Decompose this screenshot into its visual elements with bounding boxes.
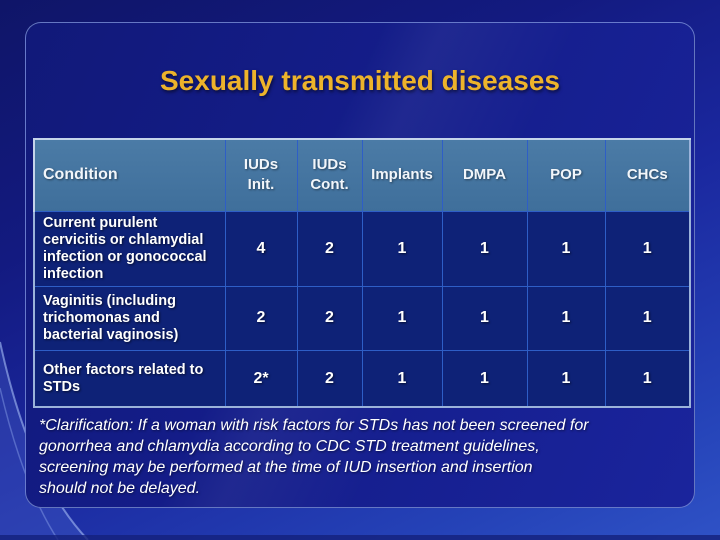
value-cell: 1 bbox=[526, 285, 606, 351]
column-header: IUDs Cont. bbox=[296, 138, 363, 212]
slide-panel: Sexually transmitted diseases Condition I… bbox=[25, 22, 695, 508]
condition-cell: Current purulent cervicitis or chlamydia… bbox=[33, 210, 226, 287]
value-cell: 1 bbox=[441, 210, 528, 287]
note-line: should not be delayed. bbox=[39, 480, 201, 497]
value-cell: 1 bbox=[604, 210, 691, 287]
value-cell: 1 bbox=[361, 349, 443, 408]
value-cell: 2 bbox=[296, 210, 363, 287]
column-header-condition: Condition bbox=[33, 138, 226, 212]
table-row: Current purulent cervicitis or chlamydia… bbox=[33, 210, 691, 287]
table-row: Other factors related to STDs 2* 2 1 1 1 1 bbox=[33, 349, 691, 408]
value-cell: 1 bbox=[604, 349, 691, 408]
condition-cell: Vaginitis (including trichomonas and bac… bbox=[33, 285, 226, 351]
note-line: *Clarification: If a woman with risk fac… bbox=[39, 417, 589, 434]
column-header: POP bbox=[526, 138, 606, 212]
value-cell: 1 bbox=[441, 349, 528, 408]
value-cell: 1 bbox=[361, 285, 443, 351]
column-header: Implants bbox=[361, 138, 443, 212]
column-header: CHCs bbox=[604, 138, 691, 212]
column-header: IUDs Init. bbox=[224, 138, 298, 212]
value-cell: 1 bbox=[604, 285, 691, 351]
clarification-note: *Clarification: If a woman with risk fac… bbox=[39, 415, 684, 499]
slide-title: Sexually transmitted diseases bbox=[160, 65, 560, 96]
value-cell: 1 bbox=[526, 349, 606, 408]
table-header-row: Condition IUDs Init. IUDs Cont. Implants DMP… bbox=[33, 138, 691, 212]
column-header: DMPA bbox=[441, 138, 528, 212]
condition-cell: Other factors related to STDs bbox=[33, 349, 226, 408]
value-cell: 1 bbox=[526, 210, 606, 287]
note-line: gonorrhea and chlamydia according to CDC… bbox=[39, 438, 540, 455]
value-cell: 4 bbox=[224, 210, 298, 287]
value-cell: 1 bbox=[361, 210, 443, 287]
value-cell: 1 bbox=[441, 285, 528, 351]
value-cell: 2 bbox=[296, 349, 363, 408]
table-row: Vaginitis (including trichomonas and bac… bbox=[33, 285, 691, 351]
note-line: screening may be performed at the time o… bbox=[39, 459, 533, 476]
std-eligibility-table: Condition IUDs Init. IUDs Cont. Implants DMP… bbox=[33, 138, 691, 409]
value-cell: 2 bbox=[296, 285, 363, 351]
value-cell: 2 bbox=[224, 285, 298, 351]
value-cell: 2* bbox=[224, 349, 298, 408]
